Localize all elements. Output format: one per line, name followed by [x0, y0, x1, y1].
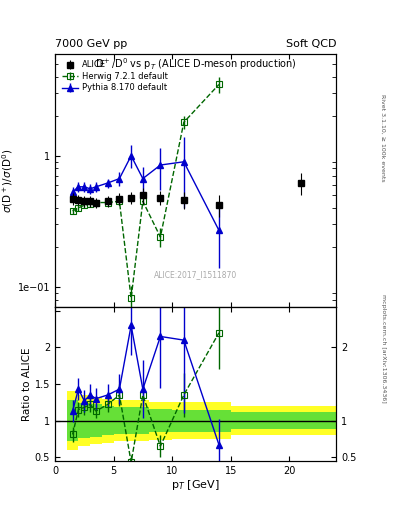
Text: D$^+$/D$^0$ vs p$_T$ (ALICE D-meson production): D$^+$/D$^0$ vs p$_T$ (ALICE D-meson prod… — [95, 56, 296, 72]
Text: mcplots.cern.ch [arXiv:1306.3436]: mcplots.cern.ch [arXiv:1306.3436] — [381, 294, 386, 402]
Text: ALICE:2017_I1511870: ALICE:2017_I1511870 — [154, 270, 237, 279]
Legend: ALICE, Herwig 7.2.1 default, Pythia 8.170 default: ALICE, Herwig 7.2.1 default, Pythia 8.17… — [59, 58, 170, 95]
Y-axis label: $\sigma$(D$^+$)/$\sigma$(D$^0$): $\sigma$(D$^+$)/$\sigma$(D$^0$) — [0, 148, 15, 212]
Text: 7000 GeV pp: 7000 GeV pp — [55, 38, 127, 49]
Y-axis label: Ratio to ALICE: Ratio to ALICE — [22, 347, 32, 421]
X-axis label: p$_T$ [GeV]: p$_T$ [GeV] — [171, 478, 220, 493]
Text: Soft QCD: Soft QCD — [286, 38, 336, 49]
Text: Rivet 3.1.10, ≥ 100k events: Rivet 3.1.10, ≥ 100k events — [381, 94, 386, 182]
